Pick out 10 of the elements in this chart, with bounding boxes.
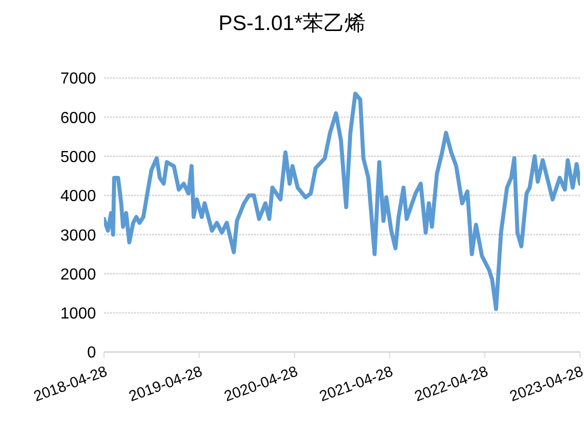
y-tick-label: 5000: [60, 148, 96, 166]
chart-title: PS-1.01*苯乙烯: [217, 11, 367, 37]
y-tick-label: 7000: [60, 70, 96, 88]
y-tick-label: 2000: [60, 266, 96, 284]
y-tick-label: 1000: [60, 306, 96, 323]
y-tick-label: 0: [87, 344, 96, 362]
y-tick-label: 3000: [60, 227, 96, 244]
line-series: [104, 92, 580, 311]
y-tick-label: 6000: [60, 110, 96, 127]
y-tick-label: 4000: [60, 188, 96, 206]
